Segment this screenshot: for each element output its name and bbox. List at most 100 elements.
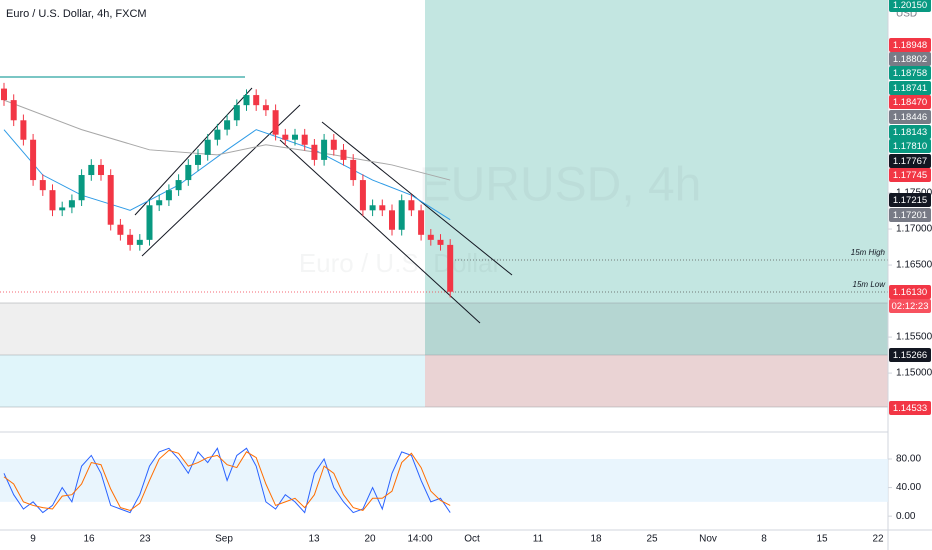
x-tick-label: 11 — [533, 534, 544, 545]
price-tag — [889, 348, 931, 362]
price-tag-label: 1.18741 — [893, 83, 927, 94]
x-tick-label: 23 — [139, 534, 151, 545]
candle-body — [398, 200, 405, 230]
price-tag — [889, 154, 931, 168]
candle-body — [1, 88, 7, 101]
moving-average — [3, 129, 451, 221]
candle-body — [340, 149, 347, 160]
x-tick-label: 16 — [83, 534, 95, 545]
x-tick-label: 15 — [816, 534, 828, 545]
overlap-zone — [425, 303, 888, 355]
candle-body — [350, 159, 357, 181]
candle-body — [282, 134, 289, 140]
y-tick-label: 1.15500 — [896, 332, 932, 343]
price-tag-label: 1.18446 — [893, 112, 927, 123]
candle-body — [30, 139, 37, 181]
candle-body — [136, 239, 143, 245]
annotation: 15m Low — [853, 280, 887, 289]
y-tick-label: 80.00 — [896, 454, 921, 465]
candle-body — [20, 120, 27, 140]
x-tick-label: Oct — [464, 534, 480, 545]
candle-body — [117, 224, 124, 235]
price-tag-label: 1.18758 — [893, 68, 927, 79]
x-tick-label: 22 — [872, 534, 884, 545]
price-tag-label: 02:12:23 — [892, 301, 929, 312]
y-tick-label: 1.15000 — [896, 368, 932, 379]
price-tag-label: 1.18802 — [893, 54, 927, 65]
candle-body — [427, 234, 434, 240]
price-tag — [889, 81, 931, 95]
candle-body — [243, 95, 250, 106]
candle-body — [195, 154, 201, 165]
x-tick-label: 25 — [646, 534, 658, 545]
x-tick-label: Nov — [699, 534, 717, 545]
candle-body — [330, 139, 337, 150]
blue-zone — [0, 355, 425, 407]
price-tag — [889, 139, 931, 153]
price-tag — [889, 66, 931, 80]
x-tick-label: 9 — [30, 534, 36, 545]
x-tick-label: Sep — [215, 534, 233, 545]
price-tag — [889, 168, 931, 182]
candle-body — [253, 95, 260, 106]
candle-body — [204, 139, 211, 155]
candle-body — [146, 205, 153, 240]
candle-body — [39, 180, 46, 191]
candle-body — [447, 244, 454, 292]
price-tag-label: 1.17810 — [893, 141, 927, 152]
oscillator-line — [3, 447, 451, 514]
candle-body — [98, 164, 104, 176]
loss-zone — [425, 355, 888, 407]
price-tag — [889, 95, 931, 109]
candle-body — [59, 207, 66, 211]
price-tag — [889, 401, 931, 415]
candle-body — [10, 100, 17, 121]
candle-body — [272, 110, 279, 135]
oscillator-band — [0, 459, 888, 502]
price-tag-label: 1.18948 — [893, 40, 927, 51]
price-tag-label: 1.17767 — [893, 156, 927, 167]
candle-body — [389, 210, 395, 230]
profit-zone — [425, 0, 888, 355]
price-tag-label: 1.17215 — [893, 195, 927, 206]
candle-body — [127, 234, 134, 245]
price-tag — [889, 193, 931, 207]
candle-body — [418, 210, 425, 235]
candle-body — [233, 105, 240, 121]
price-tag-label: 1.15266 — [893, 350, 927, 361]
x-tick-label: 14:00 — [407, 534, 432, 545]
chart-title: Euro / U.S. Dollar, 4h, FXCM — [6, 8, 147, 20]
price-tag-label: 1.18143 — [893, 127, 927, 138]
candle-body — [292, 134, 298, 140]
candle-body — [369, 205, 376, 211]
price-tag-label: 1.17745 — [893, 170, 927, 181]
y-tick-label: 1.17000 — [896, 224, 932, 235]
candle-body — [224, 120, 231, 130]
candle-body — [49, 190, 56, 211]
watermark: EURUSD, 4h — [419, 159, 702, 212]
annotation: 15m High — [851, 248, 886, 257]
watermark-sub: Euro / U.S. Dollar — [299, 248, 502, 278]
price-tag-label: 1.14533 — [893, 403, 927, 414]
candle-body — [311, 144, 318, 160]
candle-body — [359, 180, 366, 211]
y-tick-label: 1.16500 — [896, 260, 932, 271]
price-tag — [889, 285, 931, 299]
x-tick-label: 18 — [590, 534, 602, 545]
candle-body — [175, 180, 182, 191]
trend-line — [134, 87, 253, 216]
price-tag — [889, 299, 931, 313]
x-tick-label: 20 — [364, 534, 376, 545]
candle-body — [78, 175, 85, 201]
currency[interactable]: USD — [896, 9, 917, 20]
price-tag-label: 1.17201 — [893, 210, 927, 221]
candle-body — [301, 134, 308, 145]
y-tick-label: 0.00 — [896, 511, 916, 522]
gray-zone — [0, 303, 425, 355]
candle-body — [379, 205, 386, 211]
x-tick-label: 8 — [761, 534, 767, 545]
candle-body — [437, 239, 444, 245]
candle-body — [214, 129, 221, 140]
price-tag-label: 1.16130 — [893, 287, 927, 298]
